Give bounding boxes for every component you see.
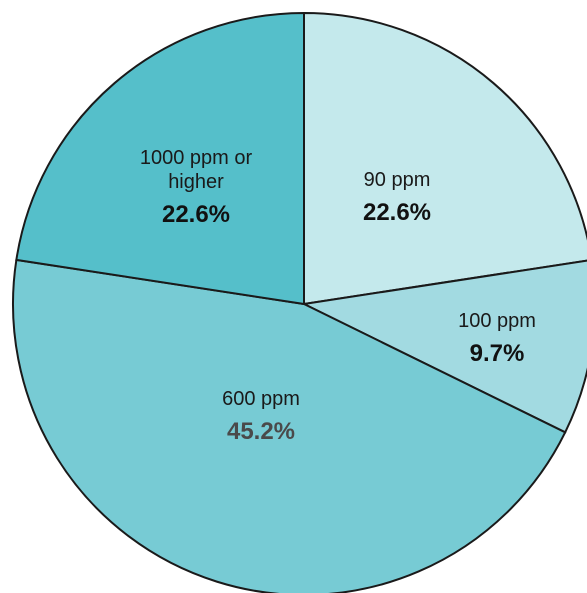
slice-value-label-0: 22.6% xyxy=(363,199,431,226)
slice-label-0-line-0: 90 ppm xyxy=(364,169,431,191)
slice-label-3-line-1: higher xyxy=(168,171,224,193)
slice-label-3-line-0: 1000 ppm or xyxy=(140,147,253,169)
slice-value-label-1: 9.7% xyxy=(470,340,525,367)
slice-label-1-line-0: 100 ppm xyxy=(458,310,536,332)
slice-value-label-2: 45.2% xyxy=(227,418,295,445)
pie-slice-1 xyxy=(300,259,587,434)
pie-slice-2 xyxy=(12,258,567,593)
slice-value-label-3: 22.6% xyxy=(162,201,230,228)
pie-slice-3 xyxy=(15,11,305,306)
slice-label-2-line-0: 600 ppm xyxy=(222,388,300,410)
pie-slice-0 xyxy=(303,11,587,306)
